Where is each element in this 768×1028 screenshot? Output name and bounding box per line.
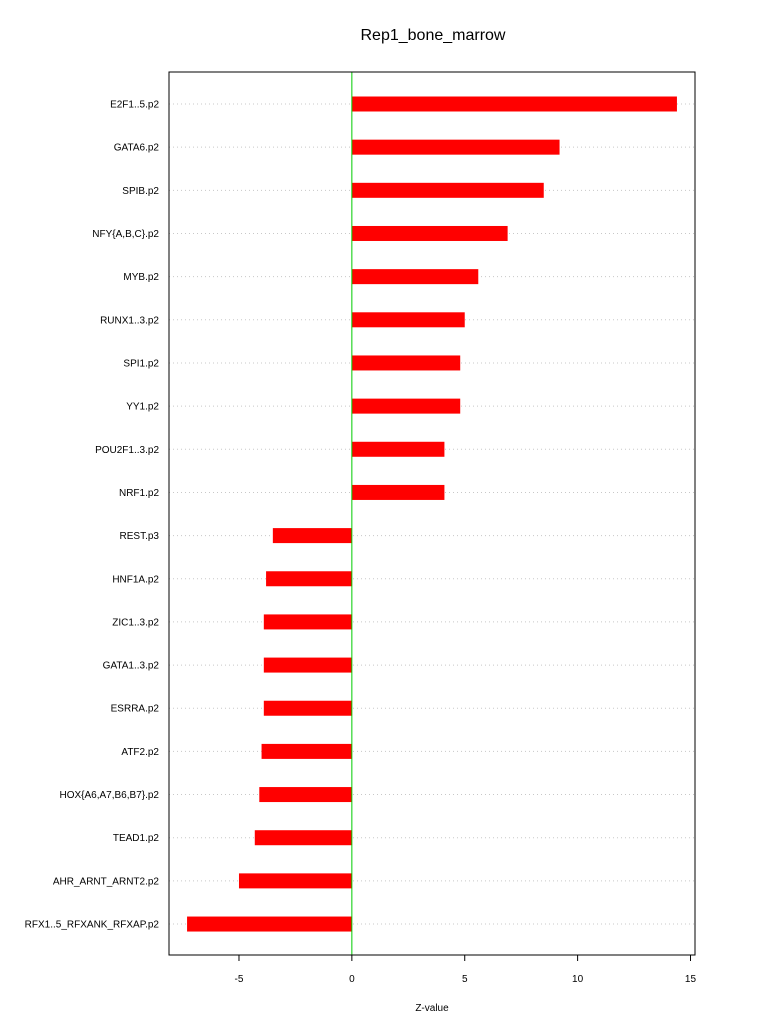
bar bbox=[254, 830, 352, 846]
category-label: ATF2.p2 bbox=[121, 747, 159, 758]
category-label: AHR_ARNT_ARNT2.p2 bbox=[53, 876, 160, 887]
category-label: POU2F1..3.p2 bbox=[95, 445, 159, 456]
bar bbox=[263, 700, 352, 716]
bars bbox=[187, 96, 677, 932]
bar bbox=[351, 225, 508, 241]
bar bbox=[351, 96, 677, 112]
x-tick-label: 5 bbox=[462, 974, 468, 985]
category-label: ZIC1..3.p2 bbox=[112, 617, 159, 628]
category-label: RUNX1..3.p2 bbox=[100, 315, 159, 326]
bar bbox=[263, 614, 352, 630]
category-label: SPI1.p2 bbox=[123, 358, 159, 369]
bar bbox=[351, 398, 461, 414]
category-label: REST.p3 bbox=[120, 531, 160, 542]
category-label: TEAD1.p2 bbox=[113, 833, 160, 844]
category-label: NRF1.p2 bbox=[119, 488, 159, 499]
category-label: ESRRA.p2 bbox=[111, 704, 160, 715]
bar bbox=[351, 269, 479, 285]
bar bbox=[261, 743, 352, 759]
bar bbox=[187, 916, 352, 932]
category-label: GATA6.p2 bbox=[114, 143, 160, 154]
bar bbox=[351, 312, 465, 328]
category-label: NFY{A,B,C}.p2 bbox=[92, 229, 159, 240]
x-tick-label: -5 bbox=[235, 974, 244, 985]
x-tick-label: 0 bbox=[349, 974, 355, 985]
category-label: YY1.p2 bbox=[126, 402, 159, 413]
category-labels: E2F1..5.p2 GATA6.p2 SPIB.p2 NFY{A,B,C}.p2 MY… bbox=[25, 100, 160, 931]
x-axis-label: Z-value bbox=[415, 1003, 449, 1014]
bar bbox=[266, 571, 352, 587]
bar bbox=[351, 441, 445, 457]
bar bbox=[351, 139, 560, 155]
x-tick-label: 10 bbox=[572, 974, 584, 985]
bar bbox=[272, 528, 352, 544]
category-label: GATA1..3.p2 bbox=[103, 661, 160, 672]
x-axis: -5 0 5 10 15 bbox=[235, 954, 697, 985]
bar bbox=[263, 657, 352, 673]
bar bbox=[351, 182, 544, 198]
category-label: E2F1..5.p2 bbox=[110, 100, 159, 111]
category-label: HOX{A6,A7,B6,B7}.p2 bbox=[59, 790, 159, 801]
category-label: HNF1A.p2 bbox=[112, 574, 159, 585]
bar bbox=[259, 787, 352, 803]
plot-frame bbox=[168, 71, 696, 956]
bar bbox=[351, 484, 445, 500]
category-label: RFX1..5_RFXANK_RFXAP.p2 bbox=[25, 920, 160, 931]
chart-title: Rep1_bone_marrow bbox=[361, 27, 506, 44]
bar bbox=[238, 873, 352, 889]
category-label: MYB.p2 bbox=[123, 272, 159, 283]
category-label: SPIB.p2 bbox=[122, 186, 159, 197]
bar bbox=[351, 355, 461, 371]
x-tick-label: 15 bbox=[685, 974, 697, 985]
